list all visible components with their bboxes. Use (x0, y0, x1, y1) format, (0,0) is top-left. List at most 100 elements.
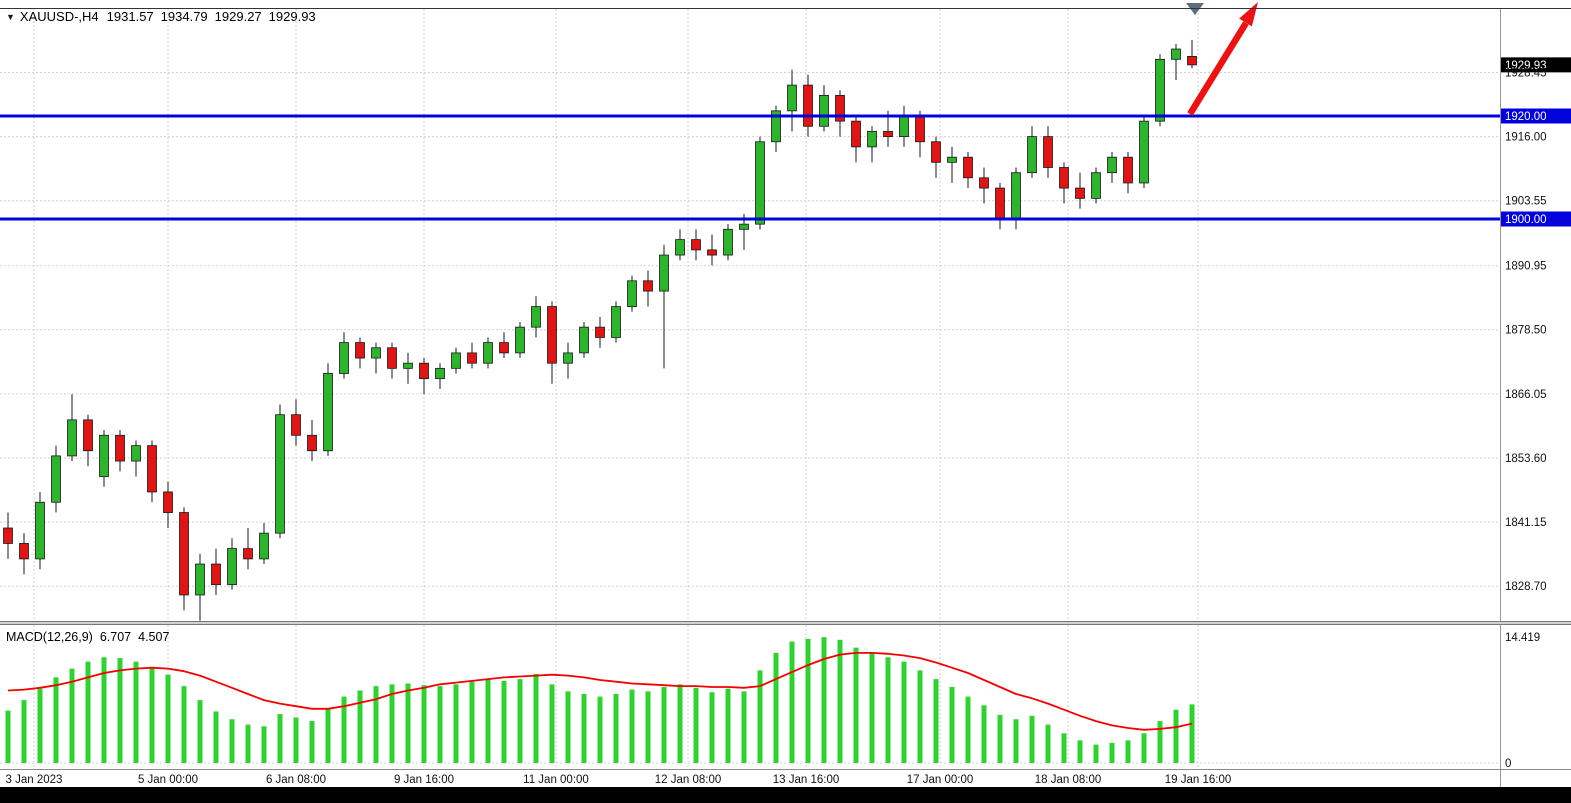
time-axis-label: 19 Jan 16:00 (1165, 774, 1232, 786)
macd-histogram-bar (565, 691, 571, 763)
price-axis-label: 1853.60 (1505, 453, 1547, 465)
candle-up (675, 239, 685, 256)
candle-up (867, 131, 877, 148)
macd-histogram-bar (757, 670, 763, 763)
macd-histogram-bar (485, 679, 491, 763)
gray-triangle-marker[interactable] (1186, 3, 1204, 15)
candle-down (3, 527, 13, 544)
macd-histogram-bar (277, 714, 283, 763)
candle-up (611, 306, 621, 338)
candle-up (1091, 172, 1101, 199)
price-axis-label: 1841.15 (1505, 517, 1547, 529)
macd-histogram-bar (709, 692, 715, 763)
macd-histogram-bar (341, 696, 347, 763)
candle-down (387, 347, 397, 369)
macd-histogram-bar (917, 670, 923, 763)
candle-down (291, 414, 301, 436)
candle-up (483, 342, 493, 364)
candle-up (259, 532, 269, 560)
candle-up (1027, 136, 1037, 174)
ohlc-close: 1929.93 (268, 9, 316, 24)
macd-histogram-bar (165, 674, 171, 763)
macd-histogram-bar (1109, 742, 1115, 763)
candle-up (787, 84, 797, 112)
macd-histogram-bar (901, 661, 907, 763)
price-axis-label: 1916.00 (1505, 132, 1547, 144)
chart-top-border (0, 8, 1571, 9)
macd-histogram-bar (117, 658, 123, 763)
candle-up (51, 455, 61, 503)
price-axis-separator[interactable] (1500, 9, 1501, 787)
macd-histogram-bar (997, 714, 1003, 763)
macd-histogram-bar (53, 677, 59, 763)
macd-histogram-bar (853, 647, 859, 763)
candle-down (499, 342, 509, 354)
level-price-badge (1501, 211, 1571, 227)
candle-up (371, 347, 381, 359)
candle-down (883, 131, 893, 137)
candle-down (419, 362, 429, 380)
macd-histogram-bar (469, 681, 475, 763)
macd-histogram-bar (613, 693, 619, 763)
macd-histogram-bar (1029, 715, 1035, 763)
candle-down (307, 434, 317, 452)
macd-histogram-bar (389, 684, 395, 763)
candle-down (803, 84, 813, 127)
macd-axis-label: 0 (1505, 758, 1511, 770)
macd-histogram-bar (85, 661, 91, 763)
macd-main-value: 6.707 (99, 630, 132, 644)
macd-histogram-bar (405, 683, 411, 763)
panel-divider[interactable] (0, 621, 1571, 625)
candle-down (835, 95, 845, 122)
macd-histogram-bar (261, 726, 267, 763)
candle-up (99, 434, 109, 477)
candle-down (1043, 136, 1053, 168)
candle-down (691, 239, 701, 251)
macd-indicator-label: MACD(12,26,9) 6.707 4.507 (6, 630, 169, 644)
trend-arrow-head[interactable] (1239, 2, 1258, 27)
time-axis-label: 11 Jan 00:00 (523, 774, 589, 786)
macd-histogram-bar (821, 637, 827, 763)
macd-histogram-bar (69, 668, 75, 763)
macd-histogram-bar (501, 680, 507, 763)
candle-up (403, 362, 413, 369)
macd-histogram-bar (181, 686, 187, 763)
symbol-dropdown-triangle-icon[interactable]: ▼ (6, 11, 15, 22)
candle-down (915, 115, 925, 143)
candle-up (819, 95, 829, 127)
macd-panel-bottom-line (0, 769, 1571, 770)
candle-down (147, 445, 157, 493)
price-axis-label: 1928.45 (1505, 67, 1547, 79)
trend-arrow-shaft[interactable] (1187, 21, 1249, 116)
candle-up (339, 342, 349, 374)
candle-up (1011, 172, 1021, 220)
macd-histogram-bar (1013, 719, 1019, 763)
macd-histogram-bar (1093, 744, 1099, 763)
macd-histogram-bar (21, 700, 27, 763)
candle-up (627, 280, 637, 307)
macd-histogram-bar (1141, 733, 1147, 763)
candle-down (1187, 56, 1197, 66)
macd-histogram-bar (373, 686, 379, 763)
macd-axis-label: 14.419 (1505, 632, 1540, 644)
level-price-badge (1501, 108, 1571, 124)
candle-down (115, 434, 125, 462)
candle-up (195, 563, 205, 596)
macd-histogram-bar (1173, 709, 1179, 763)
macd-histogram-bar (869, 652, 875, 763)
candle-up (755, 141, 765, 225)
current-price-badge-label: 1929.93 (1505, 60, 1547, 72)
macd-histogram-bar (133, 661, 139, 763)
macd-histogram-bar (229, 719, 235, 763)
candle-down (1123, 156, 1133, 184)
candle-down (547, 306, 557, 364)
candle-down (707, 249, 717, 256)
macd-histogram-bar (805, 638, 811, 763)
candle-down (163, 491, 173, 513)
candle-down (931, 141, 941, 163)
candle-up (771, 110, 781, 143)
candle-down (179, 512, 189, 596)
time-axis-label: 6 Jan 08:00 (266, 774, 326, 786)
